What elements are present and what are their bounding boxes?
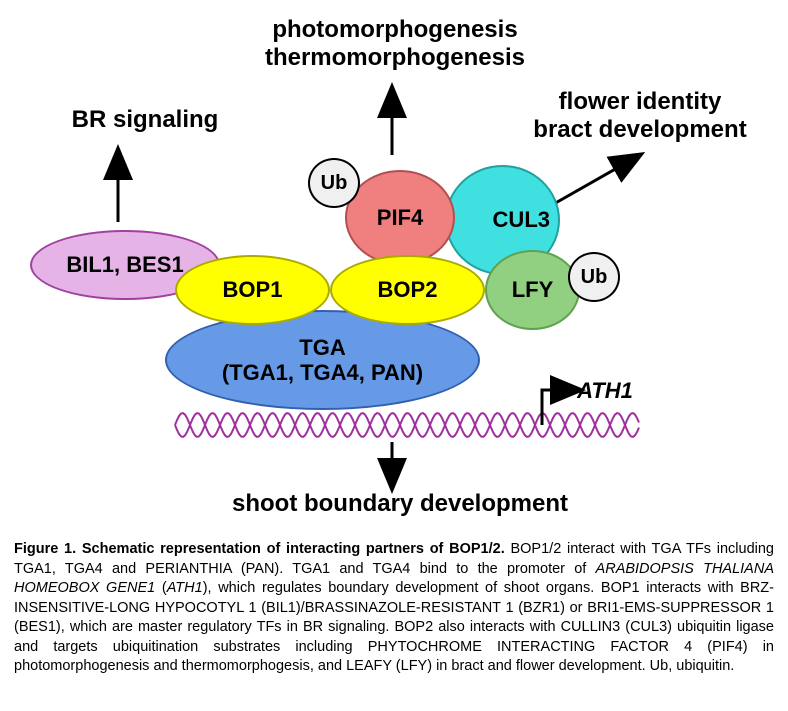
- arrow-2: [552, 155, 640, 205]
- node-tga: TGA(TGA1, TGA4, PAN): [165, 310, 480, 410]
- node-lfy: LFY: [485, 250, 580, 330]
- diagram-canvas: CUL3PIF4BIL1, BES1TGA(TGA1, TGA4, PAN)BO…: [0, 0, 788, 540]
- label-shoot: shoot boundary development: [190, 490, 610, 518]
- node-pif4: PIF4: [345, 170, 455, 265]
- node-bop1: BOP1: [175, 255, 330, 325]
- label-flower: flower identity bract development: [510, 88, 770, 144]
- node-bop2: BOP2: [330, 255, 485, 325]
- dna-strand-0: [175, 413, 639, 437]
- node-ub1: Ub: [308, 158, 360, 208]
- tga-line1: TGA: [222, 335, 423, 360]
- node-ub2: Ub: [568, 252, 620, 302]
- label-photomorph: photomorphogenesis thermomorphogenesis: [215, 16, 575, 72]
- tga-line2: (TGA1, TGA4, PAN): [222, 360, 423, 385]
- figure-caption: Figure 1. Schematic representation of in…: [14, 540, 774, 677]
- dna-strand-1: [175, 413, 639, 437]
- label-br_signaling: BR signaling: [45, 106, 245, 134]
- label-ath1: ATH1: [560, 378, 650, 404]
